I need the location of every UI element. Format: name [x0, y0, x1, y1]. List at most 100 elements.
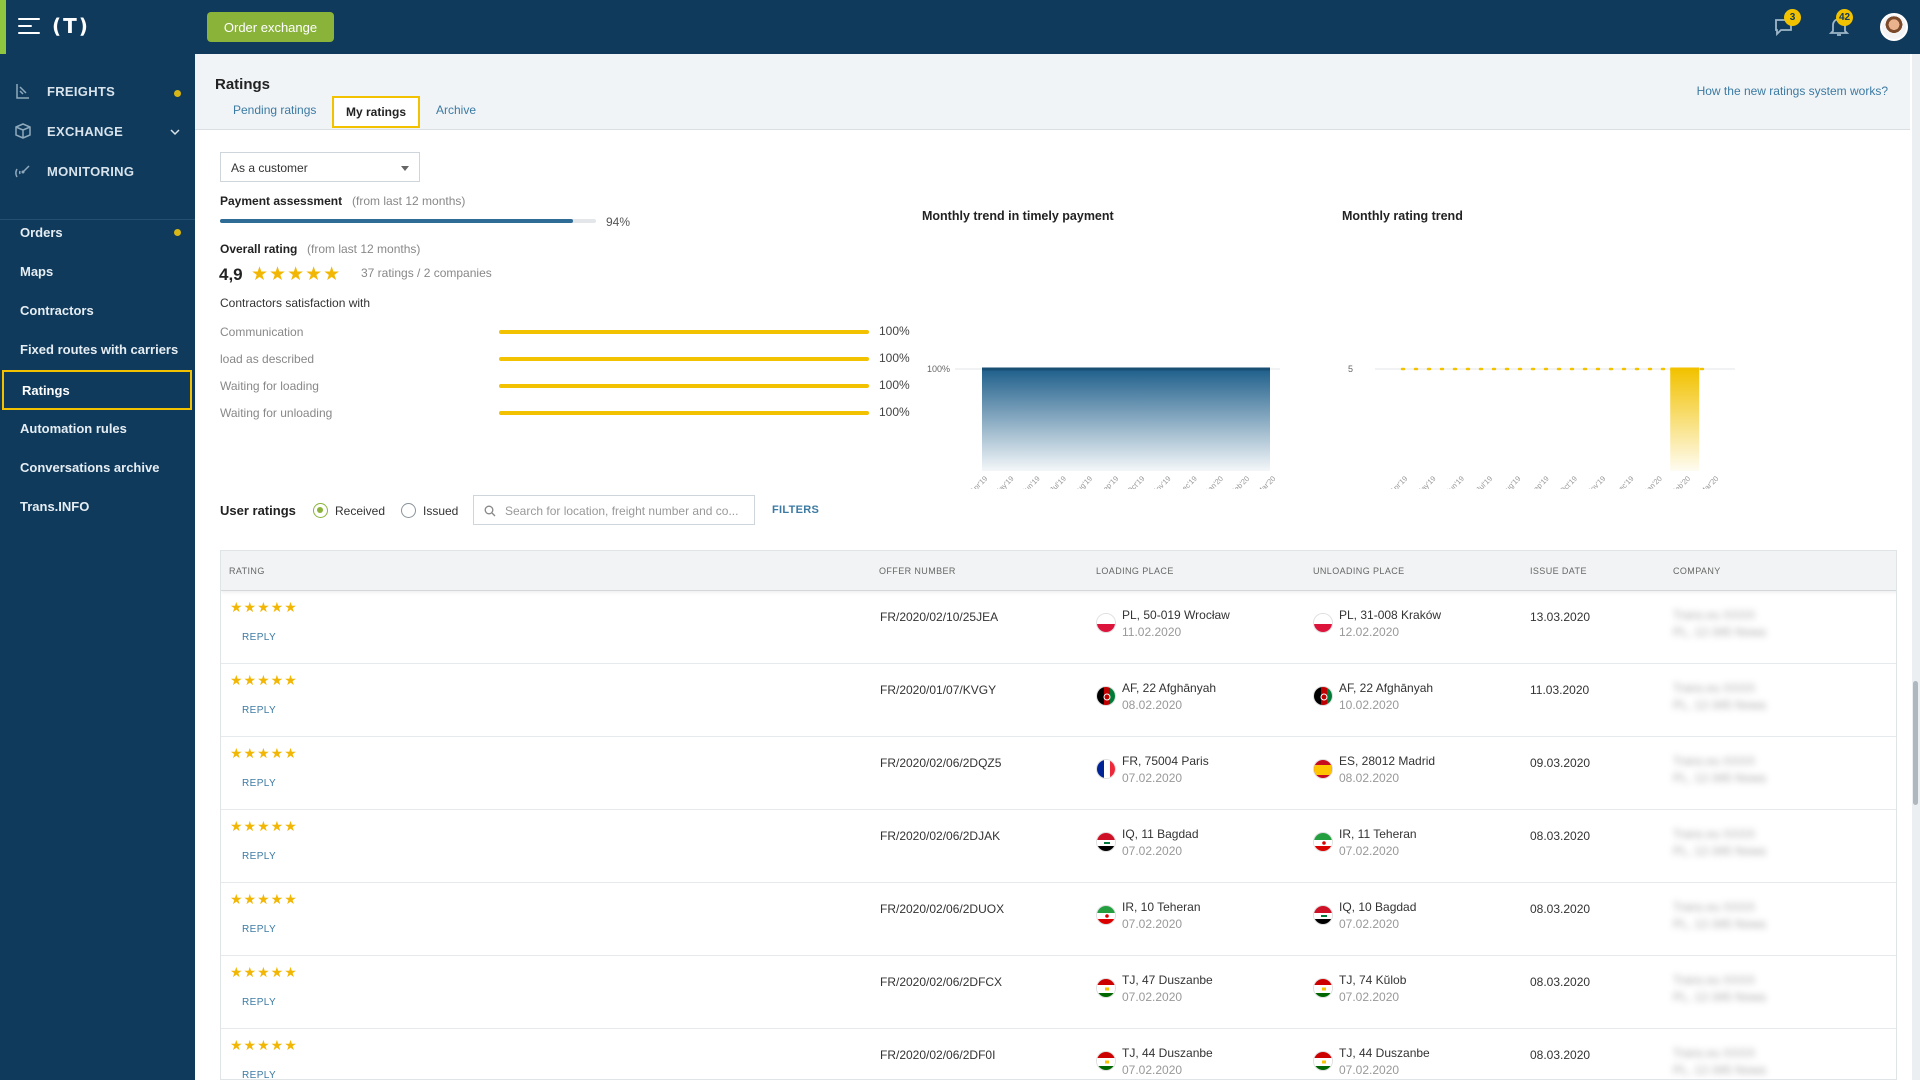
ratings-table: RATING OFFER NUMBER LOADING PLACE UNLOAD… [220, 550, 1897, 1080]
company-title: Trans.eu XXXX [1673, 608, 1756, 622]
sidebar-item-label: EXCHANGE [47, 124, 124, 139]
reply-button[interactable]: REPLY [242, 924, 277, 935]
x-tick-label: Feb'20 [1670, 474, 1692, 489]
sidebar-item-exchange[interactable]: EXCHANGE [0, 112, 195, 152]
column-loading-place[interactable]: LOADING PLACE [1096, 566, 1174, 576]
menu-icon[interactable] [18, 18, 40, 36]
company-name[interactable]: Trans.eu XXXX PL, 12-345 Nowa [1673, 826, 1766, 860]
loading-place: IQ, 11 Bagdad 07.02.2020 [1122, 826, 1199, 860]
sidebar-item-trans-info[interactable]: Trans.INFO [0, 488, 195, 526]
reply-button[interactable]: REPLY [242, 705, 277, 716]
reply-button[interactable]: REPLY [242, 1070, 277, 1080]
offer-number[interactable]: FR/2020/02/06/2DUOX [880, 902, 1005, 916]
payment-period: (from last 12 months) [352, 194, 466, 208]
sidebar-item-conversations-archive[interactable]: Conversations archive [0, 449, 195, 487]
company-name[interactable]: Trans.eu XXXX PL, 12-345 Nowa [1673, 607, 1766, 641]
issued-radio[interactable] [401, 503, 416, 518]
unloading-date: 07.02.2020 [1339, 917, 1400, 931]
table-row[interactable]: ★★★★★ REPLY FR/2020/02/06/2DJAK IQ, 11 Bagd… [221, 810, 1896, 883]
issued-label[interactable]: Issued [423, 504, 459, 518]
sidebar-item-orders[interactable]: Orders [0, 214, 195, 252]
ratings-help-link[interactable]: How the new ratings system works? [1696, 84, 1888, 98]
overall-rating-count: 37 ratings / 2 companies [361, 266, 492, 280]
offer-number[interactable]: FR/2020/02/06/2DF0I [880, 1048, 996, 1062]
x-tick-label: Sep'19 [1528, 474, 1551, 489]
sidebar-item-maps[interactable]: Maps [0, 253, 195, 291]
table-row[interactable]: ★★★★★ REPLY FR/2020/02/06/2DQZ5 FR, 75004 P… [221, 737, 1896, 810]
column-unloading-place[interactable]: UNLOADING PLACE [1313, 566, 1405, 576]
role-select[interactable]: As a customer [220, 152, 420, 182]
column-issue-date[interactable]: ISSUE DATE [1530, 566, 1587, 576]
sidebar-item-label: MONITORING [47, 164, 135, 179]
search-icon [484, 505, 496, 517]
company-title: Trans.eu XXXX [1673, 973, 1756, 987]
freights-icon [16, 84, 29, 99]
offer-number[interactable]: FR/2020/02/10/25JEA [880, 610, 999, 624]
table-row[interactable]: ★★★★★ REPLY FR/2020/02/10/25JEA PL, 50-019 … [221, 591, 1896, 664]
tab-pending-ratings[interactable]: Pending ratings [233, 103, 317, 117]
notifications-icon[interactable]: 42 [1826, 9, 1854, 40]
sidebar-item-ratings[interactable]: Ratings [2, 370, 192, 410]
x-tick-label: Mar'20 [1698, 474, 1720, 489]
sidebar-item-fixed-routes[interactable]: Fixed routes with carriers [0, 331, 195, 369]
sidebar-item-monitoring[interactable]: MONITORING [0, 152, 195, 192]
sidebar-item-automation-rules[interactable]: Automation rules [0, 410, 195, 448]
logo[interactable]: (T) [52, 14, 90, 38]
rating-stars: ★★★★★ [230, 1037, 298, 1053]
table-row[interactable]: ★★★★★ REPLY FR/2020/02/06/2DUOX IR, 10 Tehe… [221, 883, 1896, 956]
monitoring-icon [15, 165, 30, 178]
table-row[interactable]: ★★★★★ REPLY FR/2020/02/06/2DF0I TJ, 44 Dusz… [221, 1029, 1896, 1080]
offer-number[interactable]: FR/2020/02/06/2DJAK [880, 829, 1001, 843]
sidebar-item-label: Orders [20, 225, 63, 240]
unloading-place: IQ, 10 Bagdad 07.02.2020 [1339, 899, 1416, 933]
column-company[interactable]: COMPANY [1673, 566, 1721, 576]
flag-pl-icon [1096, 613, 1116, 633]
ratings-search-input[interactable]: Search for location, freight number and … [473, 495, 755, 525]
issue-date: 09.03.2020 [1530, 756, 1591, 770]
page-scrollbar[interactable] [1912, 54, 1920, 1080]
x-tick-label: Feb'20 [1229, 474, 1251, 489]
company-name[interactable]: Trans.eu XXXX PL, 12-345 Nowa [1673, 1045, 1766, 1079]
column-rating[interactable]: RATING [229, 566, 265, 576]
company-name[interactable]: Trans.eu XXXX PL, 12-345 Nowa [1673, 899, 1766, 933]
flag-af-icon [1096, 686, 1116, 706]
flag-tj-icon [1096, 1051, 1116, 1071]
company-name[interactable]: Trans.eu XXXX PL, 12-345 Nowa [1673, 753, 1766, 787]
reply-button[interactable]: REPLY [242, 997, 277, 1008]
sidebar-item-contractors[interactable]: Contractors [0, 292, 195, 330]
company-name[interactable]: Trans.eu XXXX PL, 12-345 Nowa [1673, 972, 1766, 1006]
table-row[interactable]: ★★★★★ REPLY FR/2020/01/07/KVGY AF, 22 Afghā… [221, 664, 1896, 737]
tab-my-ratings[interactable]: My ratings [332, 96, 421, 128]
filters-button[interactable]: FILTERS [772, 504, 820, 516]
messages-icon[interactable]: 3 [1772, 9, 1801, 40]
notifications-badge: 42 [1836, 9, 1854, 26]
x-tick-label: Jun'19 [1020, 474, 1042, 489]
column-offer-number[interactable]: OFFER NUMBER [879, 566, 956, 576]
loading-date: 07.02.2020 [1122, 1063, 1183, 1077]
unloading-place: TJ, 74 Kŭlob 07.02.2020 [1339, 972, 1406, 1006]
sidebar-item-freights[interactable]: FREIGHTS [0, 72, 195, 112]
offer-number[interactable]: FR/2020/01/07/KVGY [880, 683, 997, 697]
received-label[interactable]: Received [335, 504, 386, 518]
company-address: PL, 12-345 Nowa [1673, 917, 1766, 931]
reply-button[interactable]: REPLY [242, 632, 277, 643]
tab-archive[interactable]: Archive [436, 103, 477, 117]
table-row[interactable]: ★★★★★ REPLY FR/2020/02/06/2DFCX TJ, 47 Dusz… [221, 956, 1896, 1029]
company-title: Trans.eu XXXX [1673, 827, 1756, 841]
unloading-date: 12.02.2020 [1339, 625, 1400, 639]
scrollbar-thumb[interactable] [1913, 681, 1918, 805]
order-exchange-button[interactable]: Order exchange [207, 12, 334, 42]
loading-place: AF, 22 Afghānyah 08.02.2020 [1122, 680, 1216, 714]
offer-number[interactable]: FR/2020/02/06/2DQZ5 [880, 756, 1002, 770]
received-radio[interactable] [313, 503, 328, 518]
satisfaction-waiting-unloading-label: Waiting for unloading [220, 406, 333, 420]
rating-stars: ★★★★★ [230, 964, 298, 980]
offer-number[interactable]: FR/2020/02/06/2DFCX [880, 975, 1003, 989]
reply-button[interactable]: REPLY [242, 851, 277, 862]
sidebar-item-label: FREIGHTS [47, 84, 116, 99]
loading-date: 07.02.2020 [1122, 917, 1183, 931]
chevron-down-icon [401, 166, 409, 171]
user-avatar[interactable] [1880, 13, 1908, 41]
reply-button[interactable]: REPLY [242, 778, 277, 789]
company-name[interactable]: Trans.eu XXXX PL, 12-345 Nowa [1673, 680, 1766, 714]
